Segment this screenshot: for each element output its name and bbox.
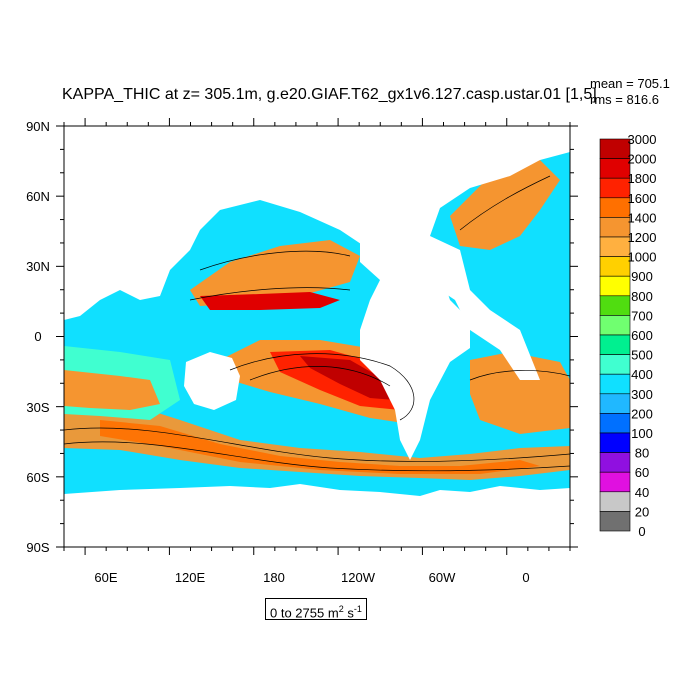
colorbar-swatch <box>599 197 631 218</box>
colorbar-label: 1800 <box>628 171 657 186</box>
lon-label: 60E <box>94 570 117 585</box>
colorbar-swatch <box>599 236 631 257</box>
colorbar-label: 3000 <box>628 132 657 147</box>
americas-landmass <box>360 232 470 460</box>
southern-ocean-band-inner <box>100 420 540 474</box>
colorbar-swatch <box>599 158 631 179</box>
lat-label: 0 <box>34 329 41 344</box>
south-atlantic-warm <box>470 352 570 434</box>
lon-label: 120W <box>341 570 376 585</box>
unit-exp1: 2 <box>338 604 344 614</box>
colorbar-swatch <box>599 217 631 238</box>
lon-label: 0 <box>522 570 529 585</box>
unit-text: m <box>327 605 339 621</box>
units-range-box: 0 to 2755 m2 s-1 <box>265 598 367 620</box>
mean-stat: mean = 705.1 <box>590 76 670 91</box>
colorbar-swatch <box>599 491 631 512</box>
axis-ticks <box>56 118 578 555</box>
contour-lines <box>64 175 570 472</box>
north-atlantic-warm <box>450 160 560 250</box>
lat-label: 60S <box>26 470 49 485</box>
colorbar-label: 800 <box>631 289 653 304</box>
lon-label: 180 <box>263 570 285 585</box>
colorbar-swatch <box>599 275 631 297</box>
colorbar-label: 40 <box>635 485 649 500</box>
range-text: 0 to 2755 <box>270 605 325 621</box>
colorbar-label: 300 <box>631 387 653 402</box>
indian-ocean-warm <box>64 370 160 410</box>
colorbar-label: 0 <box>638 524 645 539</box>
south-pacific-max <box>300 356 395 400</box>
lat-label: 90S <box>26 540 49 555</box>
colorbar-label: 700 <box>631 308 653 323</box>
colorbar-swatch <box>599 138 631 159</box>
colorbar-label: 60 <box>635 465 649 480</box>
colorbar-label: 900 <box>631 269 653 284</box>
colorbar-label: 500 <box>631 348 653 363</box>
colorbar-label: 400 <box>631 367 653 382</box>
north-pacific-band <box>190 240 360 306</box>
lat-label: 60N <box>26 189 50 204</box>
lat-labels: 90N 60N 30N 0 30S 60S 90S <box>26 119 50 555</box>
colorbar-swatch <box>599 471 631 493</box>
colorbar-swatch <box>599 373 631 395</box>
colorbar-label: 80 <box>635 446 649 461</box>
antarctica-landmass <box>64 484 570 547</box>
colorbar-label: 20 <box>635 504 649 519</box>
colorbar-label: 1600 <box>628 191 657 206</box>
australia-landmass <box>184 352 240 410</box>
colorbar-swatch <box>599 177 631 199</box>
lon-label: 60W <box>429 570 456 585</box>
colorbar-swatch <box>599 432 631 453</box>
colorbar: 3000200018001600140012001000900800700600… <box>599 132 657 539</box>
colorbar-swatch <box>599 413 631 434</box>
colorbar-swatch <box>599 452 631 473</box>
colorbar-label: 200 <box>631 406 653 421</box>
lon-label: 120E <box>175 570 206 585</box>
colorbar-swatch <box>599 393 631 414</box>
colorbar-swatch <box>599 511 631 532</box>
colorbar-label: 2000 <box>628 152 657 167</box>
unit2-text: s <box>343 605 354 621</box>
map-field <box>64 126 570 547</box>
colorbar-swatch <box>599 334 631 355</box>
colorbar-swatch <box>599 315 631 336</box>
rms-stat: rms = 816.6 <box>590 92 660 107</box>
lat-label: 90N <box>26 119 50 134</box>
lon-labels: 60E 120E 180 120W 60W 0 <box>94 570 529 585</box>
colorbar-label: 1000 <box>628 250 657 265</box>
colorbar-swatch <box>599 354 631 375</box>
colorbar-label: 100 <box>631 426 653 441</box>
colorbar-swatch <box>599 256 631 277</box>
north-pacific-core <box>200 292 340 310</box>
plot-title: KAPPA_THIC at z= 305.1m, g.e20.GIAF.T62_… <box>62 86 597 103</box>
eurasia-africa-landmass <box>64 126 570 380</box>
colorbar-label: 600 <box>631 328 653 343</box>
colorbar-label: 1400 <box>628 210 657 225</box>
colorbar-label: 1200 <box>628 230 657 245</box>
lat-label: 30N <box>26 259 50 274</box>
unit-exp2: -1 <box>353 604 362 614</box>
lat-label: 30S <box>26 400 49 415</box>
colorbar-swatch <box>599 295 631 316</box>
